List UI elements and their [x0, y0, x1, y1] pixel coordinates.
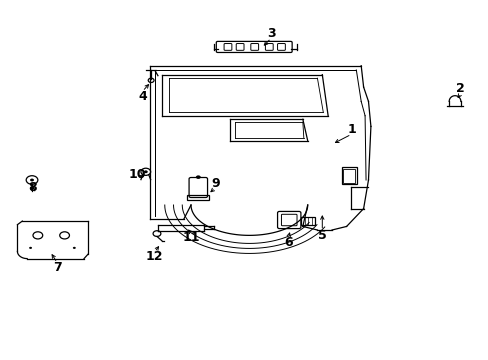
Circle shape [29, 247, 32, 249]
Text: 10: 10 [128, 168, 146, 181]
Text: 4: 4 [138, 90, 146, 103]
Bar [301, 217, 314, 225]
Text: 12: 12 [145, 250, 163, 263]
Bar [343, 168, 354, 183]
Text: 9: 9 [211, 177, 219, 190]
Circle shape [73, 247, 76, 249]
Text: 1: 1 [346, 123, 355, 136]
Bar [341, 167, 357, 184]
Circle shape [143, 170, 147, 173]
Text: 11: 11 [182, 231, 200, 244]
Text: 3: 3 [266, 27, 275, 40]
Text: 6: 6 [284, 236, 292, 249]
Text: 8: 8 [29, 181, 37, 194]
Circle shape [196, 175, 201, 179]
Circle shape [30, 179, 34, 181]
Bar [187, 195, 209, 201]
Text: 7: 7 [53, 261, 61, 274]
Text: 5: 5 [317, 229, 326, 242]
Text: 2: 2 [456, 82, 464, 95]
